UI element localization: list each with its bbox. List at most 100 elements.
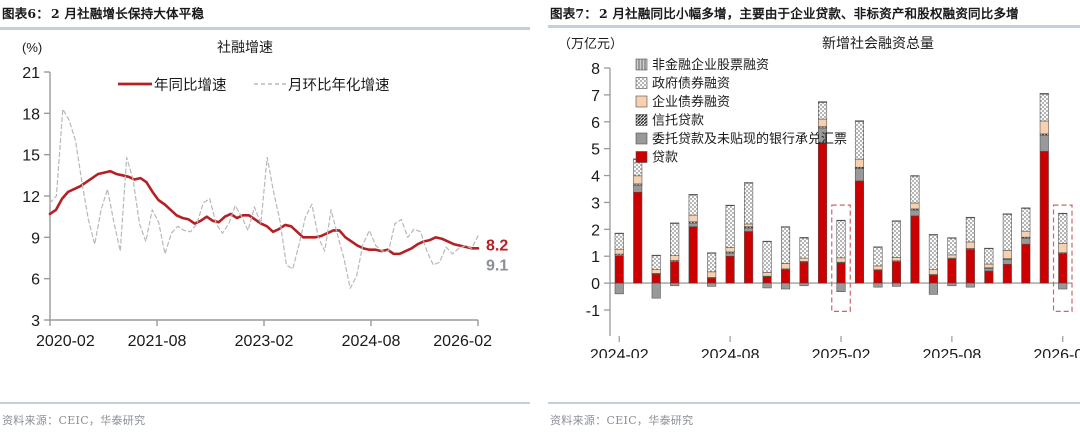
legend-swatch bbox=[635, 114, 648, 127]
bar-segment bbox=[614, 233, 624, 250]
bar-segment bbox=[1058, 213, 1068, 244]
bar-segment bbox=[928, 234, 938, 236]
y-axis-tick-label: 18 bbox=[22, 107, 40, 124]
bar-segment bbox=[799, 238, 809, 259]
bar-segment bbox=[1058, 243, 1068, 254]
figure-6-bottom-rule bbox=[0, 402, 530, 404]
bar-segment bbox=[1058, 283, 1068, 290]
bar-group bbox=[1021, 207, 1031, 284]
bar-segment bbox=[947, 259, 957, 284]
bar-segment bbox=[854, 121, 865, 160]
bar-segment bbox=[762, 241, 772, 273]
bar-segment bbox=[744, 224, 754, 228]
figure-7-title-text: 2 月社融同比小幅多增，主要由于企业贷款、非标资产和股权融资同比多增 bbox=[599, 6, 1019, 21]
figure-6-plot: (%) 社融增速 3 6 9 12 15 18 21 2020-02 2021-08 2023-02 2… bbox=[0, 30, 530, 370]
x-axis-tick-label: 2023-02 bbox=[235, 333, 294, 350]
bar-segment bbox=[762, 272, 772, 277]
bar-segment bbox=[1021, 244, 1031, 284]
figure-7-plot: （万亿元） 新增社会融资总量 -1 0 1 2 3 4 5 6 7 8 2024-02 2024-08 20… bbox=[548, 28, 1080, 368]
bar-segment bbox=[725, 256, 735, 284]
bar-segment bbox=[910, 203, 920, 210]
bar-group bbox=[1058, 213, 1068, 290]
figure-6-title-text: 2 月社融增长保持大体平稳 bbox=[51, 6, 205, 21]
legend-swatch bbox=[635, 96, 648, 108]
bar-segment bbox=[744, 231, 754, 284]
bar-segment bbox=[633, 185, 643, 193]
bar-segment bbox=[910, 215, 920, 284]
bar-segment bbox=[799, 258, 809, 262]
bar-segment bbox=[928, 283, 938, 296]
bar-segment bbox=[688, 215, 698, 223]
figure-7-panel: 图表7： 2 月社融同比小幅多增，主要由于企业贷款、非标资产和股权融资同比多增 （… bbox=[548, 0, 1080, 434]
x-axis-tick-label: 2026-02 bbox=[433, 333, 492, 350]
bar-segment bbox=[817, 119, 828, 128]
bar-segment bbox=[707, 283, 717, 287]
bar-segment bbox=[725, 253, 735, 257]
bar-group bbox=[781, 226, 791, 290]
figure-6-panel: 图表6： 2 月社融增长保持大体平稳 (%) 社融增速 3 6 9 12 15 18 21 2020… bbox=[0, 0, 530, 434]
bar-segment bbox=[707, 253, 717, 273]
x-axis-tick-label: 2024-08 bbox=[701, 347, 760, 358]
bar-segment bbox=[651, 269, 661, 275]
legend-label-yoy: 年同比增速 bbox=[154, 77, 227, 94]
legend-label: 政府债券融资 bbox=[652, 76, 730, 92]
y-axis-tick-label: 6 bbox=[31, 272, 40, 289]
bar-segment bbox=[873, 247, 883, 267]
x-axis-tick-label: 2024-02 bbox=[590, 347, 649, 358]
bar-segment bbox=[1002, 213, 1012, 215]
y-axis-tick-label: 6 bbox=[591, 115, 600, 132]
bar-segment bbox=[799, 262, 809, 284]
bar-segment bbox=[873, 270, 883, 284]
x-axis-tick-label: 2020-02 bbox=[36, 333, 95, 350]
bar-segment bbox=[836, 220, 846, 222]
y-axis-tick-label: 1 bbox=[591, 250, 600, 267]
bar-segment bbox=[1039, 135, 1049, 153]
bar-segment bbox=[965, 249, 975, 284]
bar-segment bbox=[984, 264, 994, 269]
y-axis-tick-label: 3 bbox=[31, 313, 40, 330]
figure-7-label: 图表7： bbox=[550, 6, 597, 21]
bar-segment bbox=[781, 226, 791, 228]
x-axis-tick-label: 2025-02 bbox=[812, 347, 871, 358]
bar-segment bbox=[781, 269, 791, 284]
bar-segment bbox=[1039, 94, 1049, 122]
bar-segment bbox=[1002, 259, 1012, 265]
bar-segment bbox=[688, 223, 698, 228]
legend-label: 委托贷款及未贴现的银行承兑汇票 bbox=[652, 131, 847, 147]
bar-group bbox=[984, 248, 994, 284]
bar-segment bbox=[744, 183, 754, 225]
y-axis-tick-label: 15 bbox=[22, 148, 40, 165]
bar-segment bbox=[799, 237, 809, 239]
bar-segment bbox=[965, 217, 975, 243]
bar-segment bbox=[762, 276, 772, 284]
bar-segment bbox=[836, 220, 846, 259]
bar-segment bbox=[891, 220, 901, 222]
bar-chart-svg: （万亿元） 新增社会融资总量 -1 0 1 2 3 4 5 6 7 8 2024-02 2024-08 20… bbox=[558, 36, 1080, 358]
line-chart-svg: (%) 社融增速 3 6 9 12 15 18 21 2020-02 2021-08 2023-02 2… bbox=[22, 40, 508, 350]
bar-segment bbox=[928, 275, 938, 284]
bar-segment bbox=[651, 274, 661, 284]
bar-segment bbox=[744, 182, 754, 184]
source-body: CEIC，华泰研究 bbox=[58, 414, 146, 427]
bar-segment bbox=[744, 228, 754, 233]
bar-segment bbox=[688, 195, 698, 216]
bar-segment bbox=[947, 238, 957, 256]
bar-segment bbox=[614, 283, 624, 295]
bar-segment bbox=[1039, 121, 1049, 135]
bar-segment bbox=[781, 263, 791, 270]
x-axis-tick-label: 2021-08 bbox=[128, 333, 187, 350]
bar-segment bbox=[854, 120, 865, 123]
bar-segment bbox=[725, 205, 735, 207]
bar-segment bbox=[725, 205, 735, 249]
bar-group bbox=[873, 246, 883, 288]
figure-6-title: 图表6： 2 月社融增长保持大体平稳 bbox=[0, 0, 530, 23]
bar-segment bbox=[984, 248, 994, 250]
bar-segment bbox=[947, 254, 957, 259]
legend-label: 非金融企业股票融资 bbox=[652, 57, 769, 73]
figure-7-source: 资料来源：CEIC，华泰研究 bbox=[550, 412, 693, 428]
bar-group bbox=[891, 220, 901, 287]
bar-segment bbox=[928, 234, 938, 271]
y-axis-tick-label: 3 bbox=[591, 196, 600, 213]
bar-segment bbox=[781, 227, 791, 265]
